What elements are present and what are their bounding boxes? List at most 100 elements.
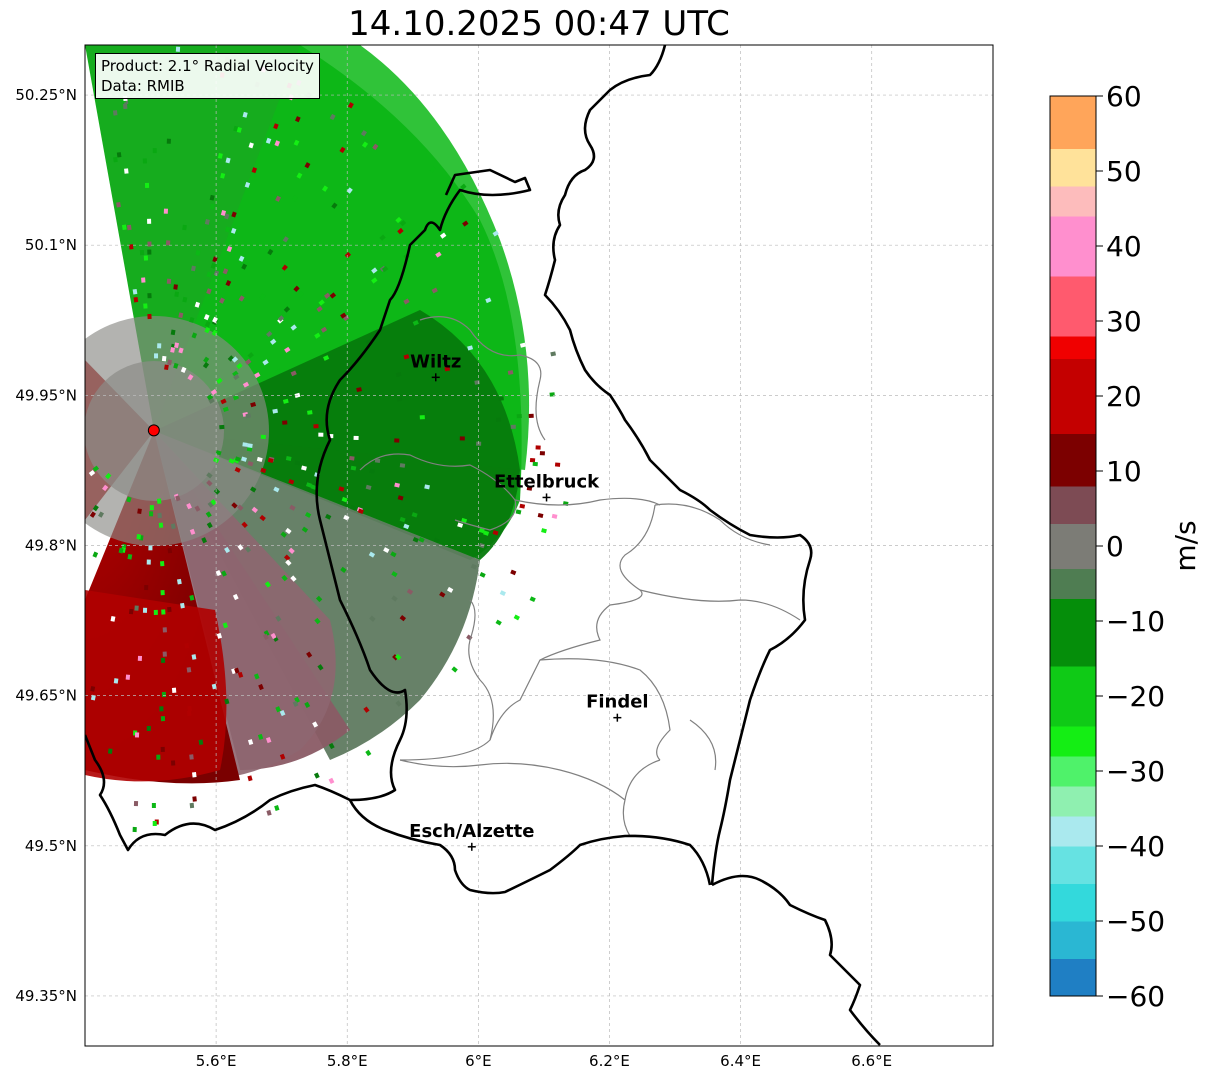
echo-speckle [170, 329, 176, 336]
echo-speckle [232, 370, 239, 377]
echo-speckle [295, 116, 301, 123]
echo-speckle [215, 569, 222, 577]
colorbar-segment [1050, 756, 1096, 787]
echo-speckle [136, 534, 142, 540]
echo-speckle [167, 547, 173, 554]
colorbar-tick-label: −40 [1106, 830, 1165, 863]
echo-speckle [256, 456, 263, 463]
echo-speckle [113, 678, 119, 684]
colorbar-segment [1050, 96, 1096, 149]
echo-speckle [118, 547, 124, 554]
colorbar-segment [1050, 958, 1096, 997]
echo-speckle [160, 561, 165, 567]
echo-speckle [397, 227, 404, 235]
echo-speckle [160, 746, 165, 752]
colorbar-segment [1050, 666, 1096, 727]
echo-speckle [189, 528, 196, 535]
lon-tick-label: 6.4°E [720, 1052, 761, 1070]
echo-speckle [293, 139, 300, 146]
echo-speckle [541, 528, 547, 534]
echo-speckle [285, 559, 292, 566]
echo-speckle [174, 342, 180, 349]
echo-speckle [165, 240, 171, 246]
echo-speckle [194, 505, 201, 512]
echo-speckle [399, 516, 406, 523]
echo-speckle [5, 763, 11, 769]
echo-speckle [371, 277, 378, 284]
echo-speckle [238, 255, 245, 262]
echo-speckle [429, 166, 436, 173]
echo-speckle [328, 742, 335, 750]
echo-speckle [189, 316, 195, 323]
echo-speckle [439, 232, 447, 239]
echo-speckle [208, 397, 215, 404]
echo-speckle [216, 377, 223, 384]
echo-speckle [294, 696, 300, 704]
canton-boundaries [359, 316, 801, 837]
echo-speckle [294, 460, 301, 466]
colorbar-tick-label: 20 [1106, 380, 1142, 413]
echo-speckle [231, 211, 237, 218]
echo-speckle [173, 284, 178, 290]
echo-speckle [147, 249, 152, 255]
echo-speckle [275, 195, 281, 202]
echo-speckle [244, 181, 251, 188]
city-label: Ettelbruck [494, 471, 600, 492]
echo-speckle [550, 351, 557, 357]
echo-speckle [206, 288, 212, 295]
echo-speckle [228, 458, 235, 464]
echo-speckle [148, 545, 153, 551]
colorbar-tick-label: 40 [1106, 230, 1142, 263]
echo-speckle [275, 706, 281, 713]
echo-speckle [227, 355, 235, 362]
echo-speckle [260, 467, 267, 474]
echo-speckle [206, 479, 213, 487]
echo-speckle [253, 673, 260, 680]
echo-speckle [192, 772, 197, 778]
echo-speckle [195, 250, 201, 256]
echo-speckle [58, 616, 64, 622]
echo-speckle [201, 537, 208, 544]
echo-speckle [424, 484, 430, 490]
echo-speckle [50, 750, 55, 756]
echo-speckle [485, 297, 492, 304]
echo-speckle [403, 354, 410, 360]
echo-speckle [75, 526, 81, 532]
echo-speckle [128, 608, 134, 615]
echo-speckle [510, 424, 516, 429]
echo-speckle [27, 524, 33, 530]
colorbar-tick-label: −20 [1106, 680, 1165, 713]
echo-speckle [14, 634, 20, 640]
echo-speckle [189, 802, 195, 809]
echo-speckle [293, 285, 300, 293]
echo-speckle [184, 642, 190, 649]
echo-speckle [301, 526, 309, 533]
echo-speckle [433, 537, 440, 544]
echo-speckle [259, 514, 266, 522]
echo-speckle [180, 602, 185, 609]
echo-speckle [50, 657, 56, 663]
colorbar-tick-label: −50 [1106, 905, 1165, 938]
echo-speckle [173, 362, 179, 369]
echo-speckle [492, 230, 499, 237]
echo-speckle [353, 435, 359, 440]
echo-speckle [343, 514, 350, 521]
echo-speckle [212, 316, 218, 324]
echo-speckle [328, 777, 335, 785]
echo-speckle [392, 654, 399, 661]
lon-tick-label: 5.6°E [196, 1052, 237, 1070]
echo-speckle [236, 362, 243, 370]
echo-speckle [18, 633, 24, 639]
colorbar-segment [1050, 921, 1096, 959]
echo-speckle [231, 356, 239, 363]
colorbar-tick-label: 60 [1106, 80, 1142, 113]
echo-speckle [182, 224, 187, 231]
colorbar-segment [1050, 846, 1096, 884]
radar-echo-layer [5, 45, 569, 833]
echo-speckle [121, 224, 127, 231]
echo-speckle [113, 156, 118, 163]
echo-speckle [222, 268, 229, 275]
echo-speckle [127, 553, 133, 560]
echo-speckle [156, 754, 161, 760]
echo-speckle [396, 396, 403, 402]
